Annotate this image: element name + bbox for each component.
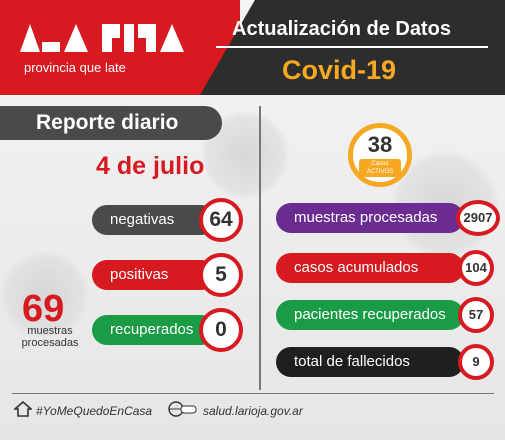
report-date: 4 de julio [96, 152, 205, 180]
total-casos-pill: casos acumulados [276, 253, 464, 283]
processed-label-1: muestras [27, 325, 73, 337]
total-muestras-value: 2907 [456, 200, 500, 236]
footer-website[interactable]: salud.larioja.gov.ar [203, 404, 303, 418]
total-fallecidos-value: 9 [458, 344, 494, 380]
virus-decoration [0, 250, 90, 340]
header-subtitle: Covid-19 [282, 55, 397, 85]
active-cases-label-1: Casos [371, 161, 389, 167]
stat-positivas-pill: positivas [92, 260, 216, 290]
total-casos-value: 104 [458, 250, 494, 286]
header: provincia que late Actualización de Dato… [0, 0, 505, 95]
header-red-panel [0, 0, 240, 95]
active-cases-tab: Casos ACTIVOS [359, 159, 401, 177]
processed-label-2: procesadas [21, 337, 79, 349]
house-icon [14, 400, 32, 417]
total-muestras-pill: muestras procesadas [276, 203, 464, 233]
total-fallecidos-pill: total de fallecidos [276, 347, 464, 377]
header-title: Actualización de Datos [232, 18, 451, 40]
stat-positivas-value: 5 [199, 253, 243, 297]
stat-recuperados-pill: recuperados [92, 315, 216, 345]
stat-negativas-pill: negativas [92, 205, 216, 235]
header-divider [216, 46, 488, 48]
column-divider [259, 106, 261, 390]
footer-hashtag: #YoMeQuedoEnCasa [36, 404, 153, 418]
tagline: provincia que late [24, 60, 126, 75]
stat-negativas-value: 64 [199, 198, 243, 242]
active-cases-value: 38 [367, 132, 393, 157]
active-cases-badge: 38 Casos ACTIVOS [348, 123, 412, 187]
www-icon [168, 401, 197, 417]
total-recuperados-value: 57 [458, 297, 494, 333]
la-rioja-logo-icon [20, 24, 184, 52]
processed-count: 69 [22, 288, 65, 330]
report-title: Reporte diario [0, 106, 222, 140]
active-cases-label-2: ACTIVOS [366, 169, 394, 175]
footer-divider [12, 393, 494, 394]
total-recuperados-pill: pacientes recuperados [276, 300, 464, 330]
stat-recuperados-value: 0 [199, 308, 243, 352]
